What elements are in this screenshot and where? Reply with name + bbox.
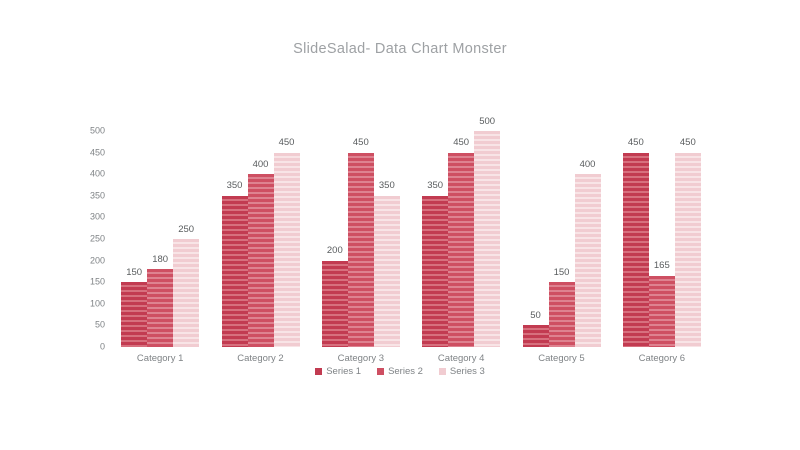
bar-value-label: 400 (579, 158, 596, 170)
bar-series3-category2 (273, 152, 300, 347)
bar-series1-category6 (622, 152, 649, 347)
y-axis: 0 50 100 150 200 250 300 350 400 450 500 (58, 126, 105, 351)
legend-item-series2: Series 2 (377, 367, 423, 377)
y-tick-label: 350 (89, 190, 105, 201)
legend-label: Series 1 (326, 366, 362, 377)
legend-swatch-icon (377, 368, 385, 376)
y-tick-label: 450 (89, 147, 105, 158)
plot-area: 150 180 250 Category 1 350 400 450 Category 2 20… (110, 116, 712, 364)
bar-value-label: 350 (378, 180, 395, 192)
y-tick-label: 0 (99, 341, 105, 352)
bar-series3-category6 (674, 152, 701, 347)
bar-value-label: 450 (278, 137, 295, 149)
bar-series2-category1 (147, 269, 174, 347)
chart-title: SlideSalad- Data Chart Monster (293, 41, 507, 57)
category-label: Category 1 (136, 353, 184, 364)
bar-series2-category4 (448, 152, 475, 347)
bar-value-label: 450 (453, 137, 470, 149)
category-label: Category 2 (237, 353, 284, 364)
bar-value-label: 450 (627, 137, 644, 149)
y-tick-label: 200 (89, 255, 105, 266)
legend: Series 1 Series 2 Series 3 (0, 367, 800, 377)
y-tick-label: 50 (94, 319, 105, 330)
legend-item-series1: Series 1 (315, 367, 361, 377)
bar-series2-category2 (247, 174, 274, 347)
y-tick-label: 500 (89, 125, 105, 136)
y-tick-label: 150 (89, 276, 105, 287)
bar-value-label: 500 (479, 115, 496, 127)
bar-value-label: 350 (226, 180, 243, 192)
bar-series3-category4 (474, 131, 501, 347)
bar-value-label: 350 (427, 180, 444, 192)
bar-value-label: 200 (326, 245, 343, 257)
bar-value-label: 450 (679, 137, 696, 149)
bar-series2-category5 (548, 282, 575, 347)
y-tick-label: 250 (89, 233, 105, 244)
legend-swatch-icon (315, 368, 323, 376)
bar-value-label: 450 (352, 137, 369, 149)
bar-value-label: 150 (553, 266, 570, 278)
y-tick-label: 300 (89, 211, 105, 222)
legend-item-series3: Series 3 (438, 366, 485, 377)
bar-series3-category3 (373, 195, 400, 347)
bar-value-label: 250 (178, 223, 195, 235)
category-label: Category 4 (437, 353, 485, 364)
bar-value-label: 165 (653, 260, 670, 272)
bar-series1-category3 (321, 260, 348, 347)
bar-value-label: 150 (126, 266, 143, 278)
bar-series2-category6 (648, 275, 675, 347)
legend-label: Series 3 (449, 366, 485, 377)
y-tick-label: 100 (89, 298, 105, 309)
bar-series3-category1 (173, 239, 200, 347)
bar-series2-category3 (347, 152, 374, 347)
bar-series1-category1 (121, 282, 148, 347)
bar-value-label: 180 (152, 253, 169, 265)
legend-label: Series 2 (388, 366, 423, 377)
category-label: Category 3 (337, 353, 385, 364)
bar-series1-category2 (221, 195, 248, 347)
category-label: Category 6 (638, 353, 686, 364)
bar-series3-category5 (574, 174, 601, 347)
bar-series1-category5 (522, 325, 549, 347)
legend-swatch-icon (438, 368, 446, 376)
category-label: Category 5 (538, 353, 585, 364)
bar-value-label: 50 (530, 309, 541, 321)
y-tick-label: 400 (89, 168, 105, 179)
bar-series1-category4 (422, 195, 449, 347)
bar-value-label: 400 (252, 158, 269, 170)
